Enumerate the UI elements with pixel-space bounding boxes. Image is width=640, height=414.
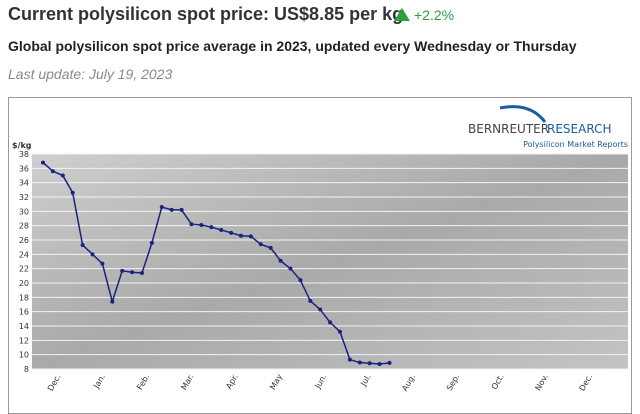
y-tick-label: 30: [19, 207, 29, 216]
price-point: [100, 261, 105, 266]
price-point: [169, 207, 174, 212]
y-tick-label: 14: [19, 322, 29, 331]
price-point: [50, 169, 55, 174]
price-point: [347, 357, 352, 362]
price-point: [70, 190, 75, 195]
price-point: [278, 258, 283, 263]
y-tick-label: 8: [24, 365, 29, 374]
y-tick-label: 16: [19, 308, 29, 317]
logo-name: BERNREUTER: [468, 122, 549, 136]
price-point: [149, 240, 154, 245]
price-point: [387, 360, 392, 365]
y-tick-label: 36: [19, 164, 29, 173]
y-tick-label: 34: [19, 179, 29, 188]
price-point: [120, 268, 125, 273]
y-tick-label: 20: [19, 279, 29, 288]
price-line: [42, 162, 390, 365]
logo-tagline: Polysilicon Market Reports: [523, 140, 628, 149]
price-point: [189, 222, 194, 227]
y-axis-label: $/kg: [12, 141, 32, 150]
price-point: [209, 225, 214, 230]
price-point: [219, 227, 224, 232]
price-point: [308, 298, 313, 303]
y-tick-label: 24: [19, 250, 29, 259]
price-point: [377, 361, 382, 366]
price-point: [130, 270, 135, 275]
y-tick-label: 28: [19, 222, 29, 231]
price-point: [357, 360, 362, 365]
price-point: [140, 270, 144, 275]
y-tick-label: 32: [19, 193, 29, 202]
price-point: [239, 233, 243, 238]
change: +2.2%: [414, 7, 455, 23]
y-tick-label: 38: [19, 150, 29, 159]
price-point: [80, 243, 85, 248]
title: Current polysilicon spot price: US$8.85 …: [8, 4, 404, 24]
price-point: [229, 230, 234, 235]
last-update: Last update: July 19, 2023: [8, 66, 173, 82]
logo-swoosh: [499, 105, 547, 123]
y-tick-label: 18: [19, 293, 29, 302]
price-point: [367, 361, 372, 366]
subtitle: Global polysilicon spot price average in…: [8, 38, 577, 54]
price-point: [328, 320, 333, 325]
price-point: [110, 299, 115, 304]
price-point: [90, 252, 95, 257]
price-point: [318, 307, 323, 312]
price-point: [288, 266, 293, 271]
price-point: [179, 207, 184, 212]
y-tick-label: 10: [19, 351, 29, 360]
price-point: [60, 173, 65, 178]
price-point: [338, 329, 342, 334]
price-point: [159, 205, 164, 210]
y-tick-label: 26: [19, 236, 29, 245]
price-point: [199, 222, 204, 227]
logo-name2: RESEARCH: [547, 122, 611, 136]
price-point: [258, 242, 263, 247]
plot-area: [32, 154, 628, 369]
y-tick-label: 22: [19, 265, 29, 274]
price-point: [41, 160, 45, 165]
price-point: [248, 234, 253, 239]
y-tick-label: 12: [19, 336, 29, 345]
price-point: [268, 245, 273, 250]
price-point: [298, 278, 303, 283]
up-arrow: [394, 8, 410, 21]
